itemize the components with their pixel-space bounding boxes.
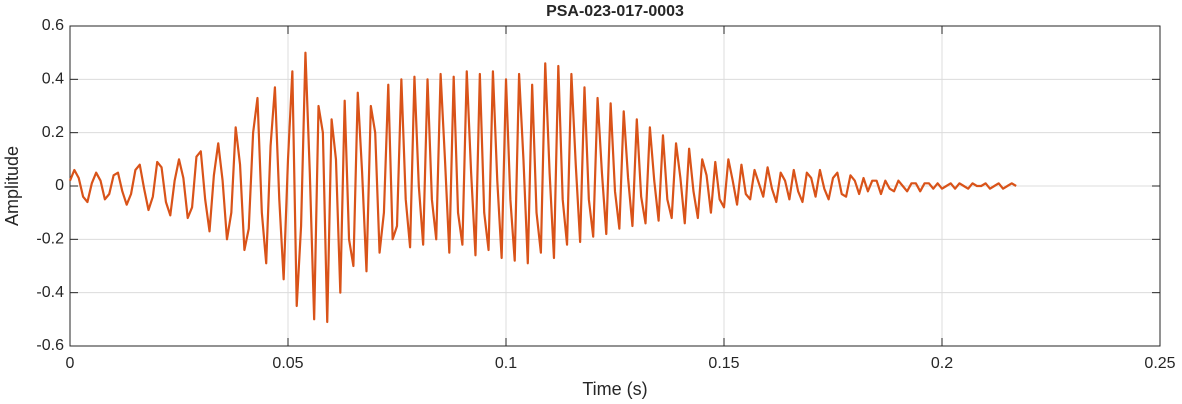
plot-frame bbox=[69, 25, 1161, 347]
x-tick-label: 0.1 bbox=[495, 355, 517, 372]
y-tick-label: 0 bbox=[55, 177, 64, 194]
x-tick-label: 0.2 bbox=[931, 355, 953, 372]
x-tick-label: 0 bbox=[66, 355, 75, 372]
x-tick-label: 0.25 bbox=[1144, 355, 1175, 372]
y-tick-label: -0.6 bbox=[36, 337, 64, 354]
x-tick-label: 0.15 bbox=[708, 355, 739, 372]
y-tick-label: 0.4 bbox=[42, 71, 64, 88]
x-axis-label: Time (s) bbox=[582, 379, 647, 399]
signal-line bbox=[68, 51, 1017, 324]
chart-title: PSA-023-017-0003 bbox=[546, 3, 684, 20]
x-tick-label: 0.05 bbox=[272, 355, 303, 372]
y-tick-label: 0.2 bbox=[42, 124, 64, 141]
y-tick-label: -0.4 bbox=[36, 284, 64, 301]
y-tick-label: 0.6 bbox=[42, 17, 64, 34]
y-axis-label: Amplitude bbox=[2, 146, 22, 226]
y-tick-label: -0.2 bbox=[36, 231, 64, 248]
